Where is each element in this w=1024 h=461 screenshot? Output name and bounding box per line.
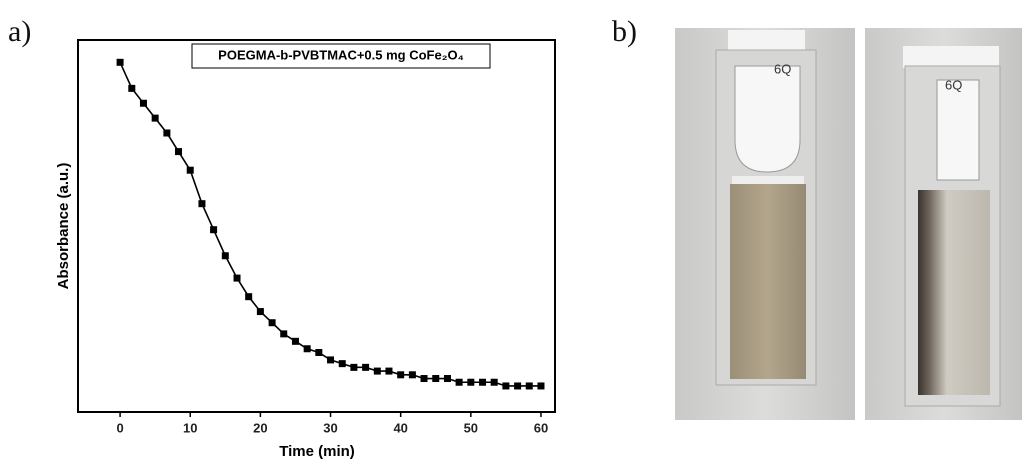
foam — [732, 176, 804, 184]
data-point — [268, 319, 276, 327]
plot-frame — [77, 39, 556, 413]
legend-box — [191, 43, 491, 69]
data-point — [291, 337, 299, 345]
data-point — [420, 375, 428, 383]
data-point — [175, 148, 183, 156]
data-point — [116, 58, 124, 66]
photo: 6Q — [675, 28, 855, 420]
x-tick-label: 60 — [534, 420, 548, 435]
x-axis-label: Time (min) — [279, 443, 355, 460]
y-axis-label: Absorbance (a.u.) — [55, 163, 72, 290]
series-line — [119, 61, 541, 387]
data-point — [443, 375, 451, 383]
chart: POEGMA-b-PVBTMAC+0.5 mg CoFe₂O₄ Time (mi… — [55, 39, 556, 460]
data-point — [525, 382, 533, 390]
data-point — [408, 371, 416, 379]
data-point — [537, 382, 545, 390]
cuvette-insert — [734, 65, 801, 173]
cuvette-label: 6Q — [774, 61, 791, 76]
x-tick-label: 50 — [464, 420, 478, 435]
data-point — [128, 84, 136, 92]
data-point — [186, 166, 194, 174]
data-point — [479, 378, 487, 386]
data-point — [502, 382, 510, 390]
data-point — [256, 308, 264, 316]
cuvette-cap — [903, 46, 999, 68]
x-tick-label: 20 — [253, 420, 267, 435]
data-point — [198, 200, 206, 208]
data-point — [327, 356, 335, 364]
data-point — [350, 363, 358, 371]
liquid — [918, 190, 990, 395]
cuvette-cap — [728, 30, 805, 52]
data-point — [210, 226, 218, 234]
data-point — [373, 367, 381, 375]
liquid — [730, 184, 806, 379]
data-point — [514, 382, 522, 390]
data-point — [338, 360, 346, 368]
data-point — [432, 375, 440, 383]
data-point — [315, 348, 323, 356]
data-point — [221, 252, 229, 260]
panel-label: a) — [8, 15, 31, 48]
data-point — [139, 99, 147, 107]
data-point — [151, 114, 159, 122]
x-tick-label: 10 — [183, 420, 197, 435]
panel-label: b) — [612, 15, 637, 48]
cuvette-insert — [936, 79, 980, 181]
data-point — [490, 378, 498, 386]
data-point — [245, 293, 253, 301]
data-point — [455, 378, 463, 386]
legend-label: POEGMA-b-PVBTMAC+0.5 mg CoFe₂O₄ — [218, 47, 464, 62]
data-point — [233, 274, 241, 282]
data-point — [397, 371, 405, 379]
x-tick-label: 0 — [116, 420, 123, 435]
x-tick-label: 30 — [323, 420, 337, 435]
data-point — [467, 378, 475, 386]
photo: 6Q — [865, 28, 1022, 420]
data-point — [163, 129, 171, 137]
cuvette-label: 6Q — [945, 77, 962, 92]
data-point — [303, 345, 311, 353]
data-point — [385, 367, 393, 375]
data-point — [280, 330, 288, 338]
x-tick-label: 40 — [393, 420, 407, 435]
data-point — [362, 363, 370, 371]
